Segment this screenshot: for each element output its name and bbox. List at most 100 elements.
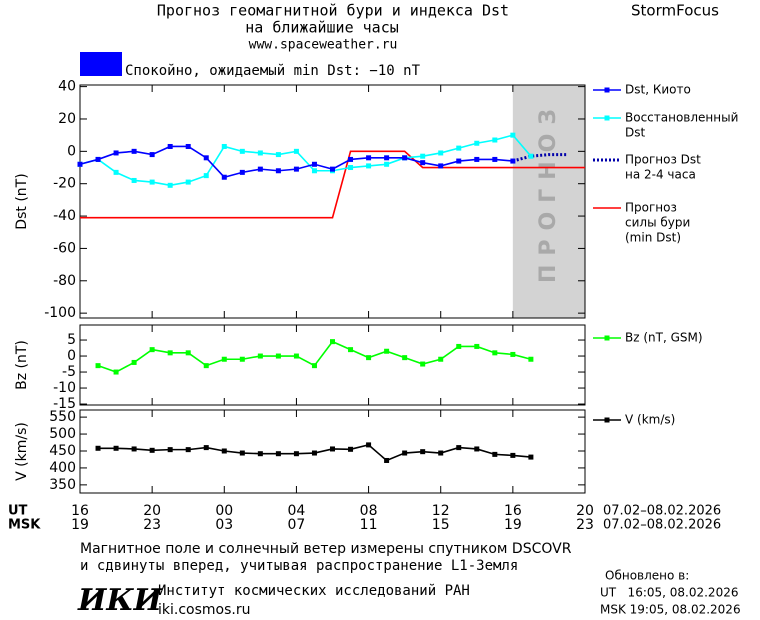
marker	[95, 445, 101, 451]
y-tick-label: -40	[53, 208, 76, 224]
x-tick-label-msk: 03	[215, 517, 233, 533]
marker	[420, 449, 426, 455]
updated: UT 16:05, 08.02.2026	[600, 586, 738, 600]
marker	[185, 447, 191, 453]
marker	[149, 152, 155, 158]
marker	[348, 446, 354, 452]
status-text: Спокойно, ожидаемый min Dst: −10 nT	[125, 63, 421, 79]
legend-label: Прогноз	[625, 201, 677, 215]
marker	[528, 153, 534, 159]
x-tick-label-msk: 19	[504, 517, 522, 533]
marker	[384, 155, 390, 161]
marker	[257, 150, 263, 156]
y-tick-label: 350	[49, 477, 76, 493]
x-tick-label-msk: 23	[143, 517, 161, 533]
marker	[474, 446, 480, 452]
legend-label: (min Dst)	[625, 231, 681, 245]
marker	[275, 451, 281, 457]
marker	[438, 150, 444, 156]
footer-note: и сдвинуты вперед, учитывая распростране…	[80, 558, 518, 574]
plot-frame	[79, 324, 586, 406]
marker	[113, 169, 119, 175]
marker	[185, 350, 191, 356]
y-tick-label: -100	[44, 305, 76, 321]
x-tick-label: 20	[576, 503, 594, 519]
legend-label: Bz (nT, GSM)	[625, 331, 703, 345]
updated: MSK 19:05, 08.02.2026	[600, 603, 741, 617]
marker	[185, 179, 191, 185]
y-tick-label: -20	[53, 176, 76, 192]
marker	[366, 155, 372, 161]
marker	[384, 348, 390, 354]
x-row-label: MSK	[8, 518, 41, 533]
marker	[113, 445, 119, 451]
marker	[366, 355, 372, 361]
marker	[203, 173, 209, 179]
marker	[131, 177, 137, 183]
marker	[456, 145, 462, 151]
x-tick-label-msk: 11	[360, 517, 378, 533]
x-tick-label: 00	[215, 503, 233, 519]
marker	[492, 350, 498, 356]
marker	[167, 143, 173, 149]
marker	[167, 182, 173, 188]
y-tick-label: 500	[49, 426, 76, 442]
series-line	[79, 134, 532, 187]
marker	[185, 143, 191, 149]
y-axis-label: Bz (nT)	[14, 340, 30, 390]
x-tick-label-msk: 23	[576, 517, 594, 533]
marker	[528, 454, 534, 460]
y-tick-label: 40	[58, 79, 76, 95]
marker	[456, 445, 462, 451]
marker	[221, 448, 227, 454]
marker	[420, 361, 426, 367]
marker	[239, 169, 245, 175]
marker	[113, 369, 119, 375]
marker	[311, 161, 317, 167]
marker	[257, 451, 263, 457]
x-tick-label: 16	[504, 503, 522, 519]
brand: StormFocus	[631, 2, 719, 20]
marker	[456, 343, 462, 349]
marker	[221, 143, 227, 149]
marker	[257, 166, 263, 172]
legend-swatch	[604, 87, 610, 93]
marker	[293, 148, 299, 154]
y-tick-label: 20	[58, 111, 76, 127]
marker	[420, 160, 426, 166]
marker	[131, 446, 137, 452]
marker	[311, 168, 317, 174]
x-tick-label-msk: 15	[432, 517, 450, 533]
marker	[149, 447, 155, 453]
marker	[239, 148, 245, 154]
marker	[456, 158, 462, 164]
forecast-label: ПРОГНОЗ	[536, 100, 561, 283]
y-tick-label: 400	[49, 460, 76, 476]
site: iki.cosmos.ru	[158, 602, 250, 618]
legend-label: силы бури	[625, 216, 690, 230]
marker	[293, 166, 299, 172]
marker	[311, 450, 317, 456]
x-tick-label-msk: 07	[288, 517, 306, 533]
marker	[239, 356, 245, 362]
legend-label: на 2-4 часа	[625, 168, 696, 182]
legend-label: Dst, Киото	[625, 83, 691, 97]
x-tick-label: 20	[143, 503, 161, 519]
forecast-region	[512, 85, 585, 318]
x-tick-label: 08	[360, 503, 378, 519]
x-tick-label: 16	[71, 503, 89, 519]
marker	[474, 140, 480, 146]
marker	[366, 163, 372, 169]
marker	[528, 356, 534, 362]
url: www.spaceweather.ru	[249, 38, 398, 53]
y-tick-label: 5	[67, 332, 76, 348]
y-tick-label: 550	[49, 409, 76, 425]
y-tick-label: 0	[67, 348, 76, 364]
marker	[402, 355, 408, 361]
marker	[420, 153, 426, 159]
x-tick-label: 12	[432, 503, 450, 519]
institute: Институт космических исследований РАН	[158, 583, 470, 599]
marker	[330, 166, 335, 172]
